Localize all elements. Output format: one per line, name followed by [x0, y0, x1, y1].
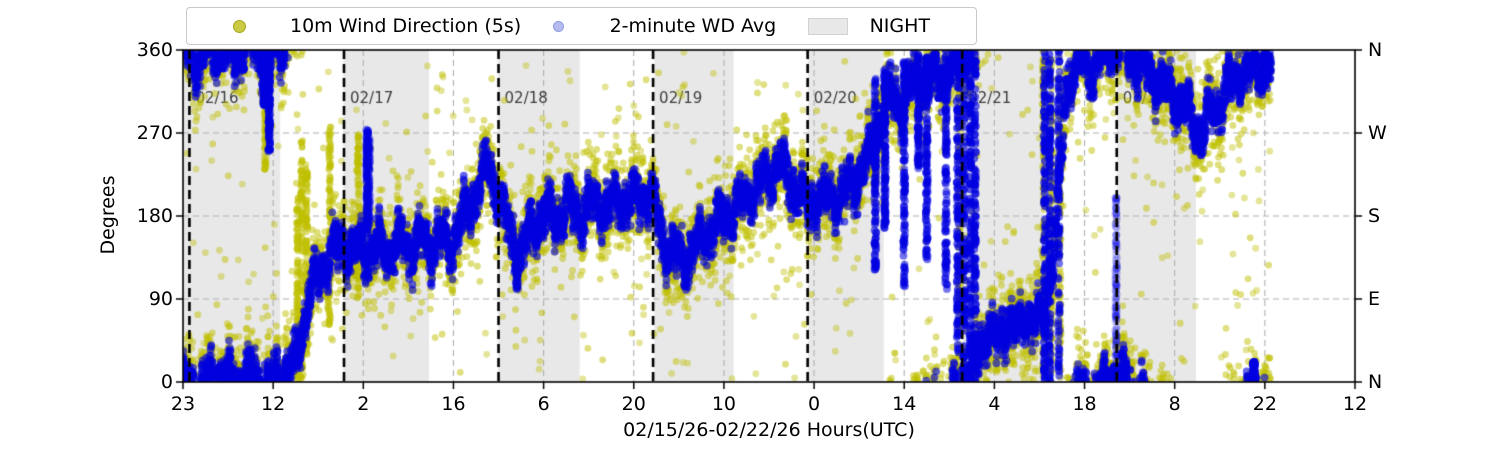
legend-label-night: NIGHT [869, 15, 930, 37]
y-tick-label: 180 [136, 205, 173, 227]
legend-entry-wd-avg: 2-minute WD Avg [552, 15, 777, 37]
y-tick-label: 90 [148, 288, 173, 310]
compass-tick-label: W [1368, 122, 1387, 144]
x-tick-label: 12 [261, 393, 286, 415]
compass-tick-label: N [1368, 39, 1383, 61]
legend-label-wd-avg: 2-minute WD Avg [609, 15, 777, 37]
legend-entry-night: NIGHT [807, 15, 930, 37]
blue-dot-marker-icon [552, 20, 564, 32]
x-tick-label: 12 [1342, 393, 1368, 415]
night-patch-icon [807, 17, 848, 35]
legend-entry-5s-wind: 10m Wind Direction (5s) [233, 15, 521, 37]
x-tick-label: 10 [711, 393, 737, 415]
y-tick-label: 360 [136, 39, 173, 61]
x-tick-label: 14 [892, 393, 917, 415]
x-tick-label: 18 [1072, 393, 1097, 415]
x-tick-label: 16 [441, 393, 466, 415]
y-tick-label: 270 [136, 122, 173, 144]
compass-tick-label: S [1368, 205, 1381, 227]
x-tick-label: 20 [621, 393, 646, 415]
compass-tick-label: N [1368, 371, 1383, 393]
yellow-dot-marker-icon [233, 19, 246, 33]
x-tick-label: 0 [808, 393, 821, 415]
y-tick-label: 0 [160, 371, 173, 393]
legend-label-5s-wind: 10m Wind Direction (5s) [290, 15, 522, 37]
x-tick-label: 22 [1252, 393, 1277, 415]
compass-tick-label: E [1368, 288, 1381, 310]
y-axis-label: Degrees [97, 175, 119, 255]
x-tick-label: 2 [357, 393, 370, 415]
x-axis-label: 02/15/26-02/22/26 Hours(UTC) [623, 419, 915, 441]
x-tick-label: 8 [1168, 393, 1181, 415]
x-tick-label: 23 [170, 393, 196, 415]
legend: 10m Wind Direction (5s) 2-minute WD Avg … [186, 7, 977, 45]
x-tick-label: 4 [988, 393, 1001, 415]
x-tick-label: 6 [537, 393, 550, 415]
